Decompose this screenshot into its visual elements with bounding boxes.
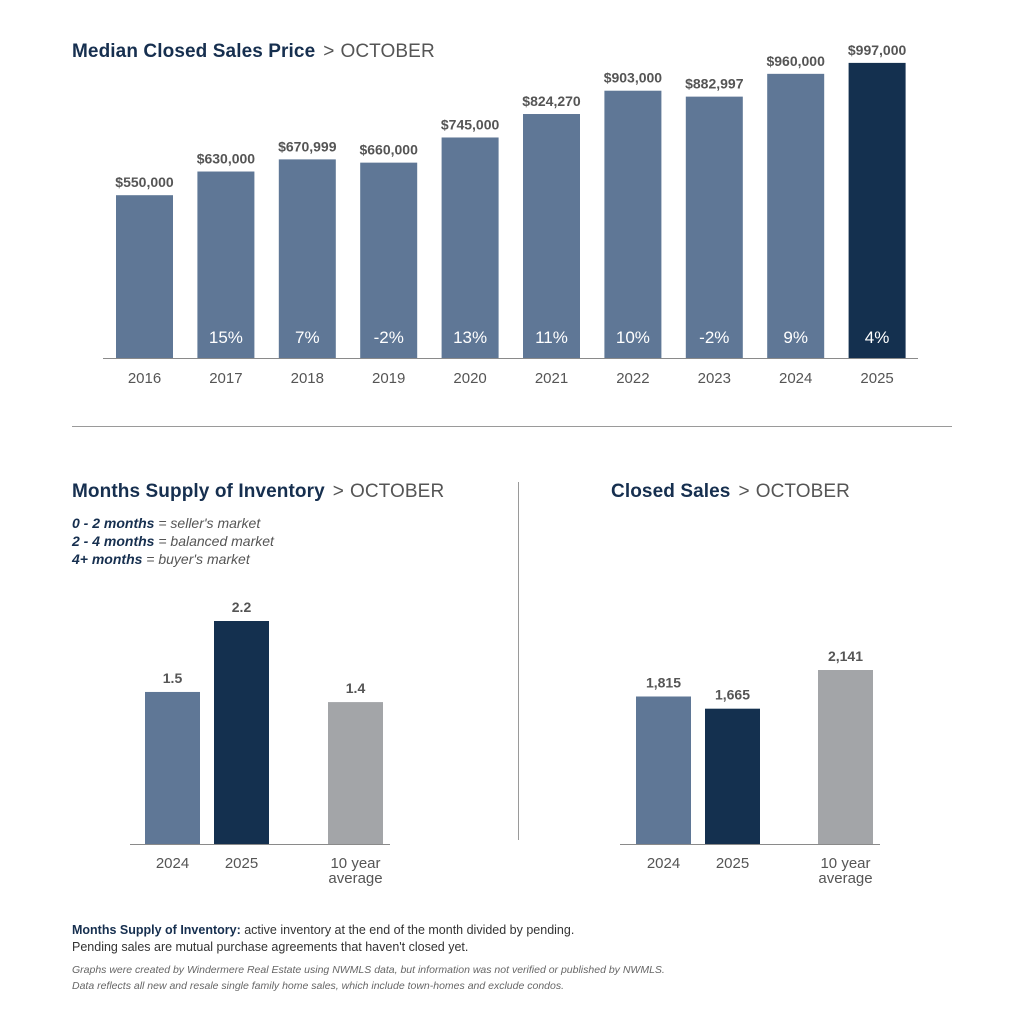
sales-tick-label: 10 year average (818, 855, 872, 887)
price-bar-2022 (604, 90, 662, 358)
legend-row-buyer: 4+ months = buyer's market (72, 550, 274, 568)
price-bar-2024 (767, 73, 825, 358)
sales-value-label: 1,815 (646, 674, 681, 690)
price-pct-label: 10% (616, 328, 650, 347)
sales-bar-0 (636, 696, 691, 844)
price-tick-label: 2020 (453, 370, 486, 387)
price-tick-label: 2018 (291, 370, 324, 387)
price-tick-label: 2025 (860, 370, 893, 387)
footnote-label: Months Supply of Inventory: (72, 923, 241, 937)
price-bar-2016 (116, 195, 173, 358)
legend-row-seller: 0 - 2 months = seller's market (72, 514, 274, 532)
supply-title-separator: > (332, 481, 344, 502)
price-tick-label: 2024 (779, 370, 812, 387)
supply-bar-2 (328, 702, 383, 844)
price-pct-label: 15% (209, 328, 243, 347)
price-bar-2020 (441, 137, 499, 358)
price-pct-label: 13% (453, 328, 487, 347)
market-legend: 0 - 2 months = seller's market 2 - 4 mon… (72, 514, 274, 568)
price-value-label: $630,000 (197, 151, 256, 167)
price-value-label: $960,000 (766, 53, 825, 69)
price-pct-label: 9% (783, 328, 808, 347)
sales-tick-label: 2025 (716, 855, 749, 872)
supply-chart-title: Months Supply of Inventory > OCTOBER (72, 481, 444, 503)
legend-row-balanced: 2 - 4 months = balanced market (72, 532, 274, 550)
disclaimer-line-1: Graphs were created by Windermere Real E… (72, 964, 665, 976)
footnote-text-1: active inventory at the end of the month… (244, 923, 575, 937)
supply-tick-label: 2024 (156, 855, 189, 872)
supply-title-subtitle: OCTOBER (349, 481, 445, 502)
price-bar-2025 (848, 62, 906, 358)
price-bar-2019 (360, 162, 418, 358)
sales-value-label: 2,141 (828, 648, 863, 664)
supply-bar-1 (214, 621, 269, 844)
price-pct-label: 4% (865, 328, 890, 347)
sales-tick-label: 2024 (647, 855, 680, 872)
price-pct-label: -2% (699, 328, 729, 347)
price-value-label: $670,999 (278, 138, 337, 154)
sales-bar-2 (818, 670, 873, 844)
horizontal-divider (72, 426, 952, 427)
price-value-label: $660,000 (359, 142, 418, 158)
sales-chart-title: Closed Sales > OCTOBER (611, 481, 850, 503)
price-bar-2021 (523, 114, 580, 358)
supply-value-label: 2.2 (232, 599, 252, 615)
price-title-subtitle: OCTOBER (340, 41, 435, 62)
legend-range: 2 - 4 months (72, 533, 155, 549)
price-pct-label: 11% (535, 328, 568, 347)
footnote-line-1: Months Supply of Inventory: active inven… (72, 922, 574, 939)
disclaimer-line-2: Data reflects all new and resale single … (72, 980, 565, 992)
price-title-text: Median Closed Sales Price (72, 41, 316, 62)
price-tick-label: 2019 (372, 370, 405, 387)
sales-title-text: Closed Sales (611, 481, 731, 502)
price-chart-title: Median Closed Sales Price > OCTOBER (72, 41, 435, 63)
price-tick-label: 2016 (128, 370, 161, 387)
supply-tick-label: 10 year average (328, 855, 382, 887)
supply-value-label: 1.5 (163, 670, 183, 686)
price-value-label: $550,000 (115, 174, 174, 190)
price-pct-label: 7% (295, 328, 320, 347)
price-value-label: $882,997 (685, 76, 744, 92)
price-tick-label: 2022 (616, 370, 649, 387)
sales-title-subtitle: OCTOBER (755, 481, 850, 502)
supply-value-label: 1.4 (346, 680, 366, 696)
supply-tick-label: 2025 (225, 855, 258, 872)
sales-value-label: 1,665 (715, 687, 750, 703)
supply-title-text: Months Supply of Inventory (72, 481, 325, 502)
price-value-label: $903,000 (604, 70, 663, 86)
legend-text: = buyer's market (146, 551, 250, 567)
sales-bar-1 (705, 708, 760, 844)
disclaimer: Graphs were created by Windermere Real E… (72, 962, 665, 994)
footnote: Months Supply of Inventory: active inven… (72, 922, 574, 956)
price-title-separator: > (323, 41, 335, 62)
price-value-label: $745,000 (441, 116, 500, 132)
sales-title-separator: > (738, 481, 750, 502)
footnote-line-2: Pending sales are mutual purchase agreem… (72, 940, 469, 954)
supply-bar-0 (145, 691, 200, 844)
price-tick-label: 2023 (698, 370, 731, 387)
price-bar-2018 (278, 159, 336, 358)
price-value-label: $824,270 (522, 93, 581, 109)
vertical-divider (518, 482, 519, 840)
price-bar-2017 (197, 171, 255, 358)
legend-range: 0 - 2 months (72, 515, 155, 531)
price-tick-label: 2017 (209, 370, 242, 387)
price-tick-label: 2021 (535, 370, 568, 387)
legend-text: = seller's market (158, 515, 261, 531)
price-pct-label: -2% (374, 328, 404, 347)
legend-range: 4+ months (72, 551, 143, 567)
legend-text: = balanced market (158, 533, 274, 549)
price-bar-2023 (685, 96, 743, 359)
price-value-label: $997,000 (848, 42, 907, 58)
